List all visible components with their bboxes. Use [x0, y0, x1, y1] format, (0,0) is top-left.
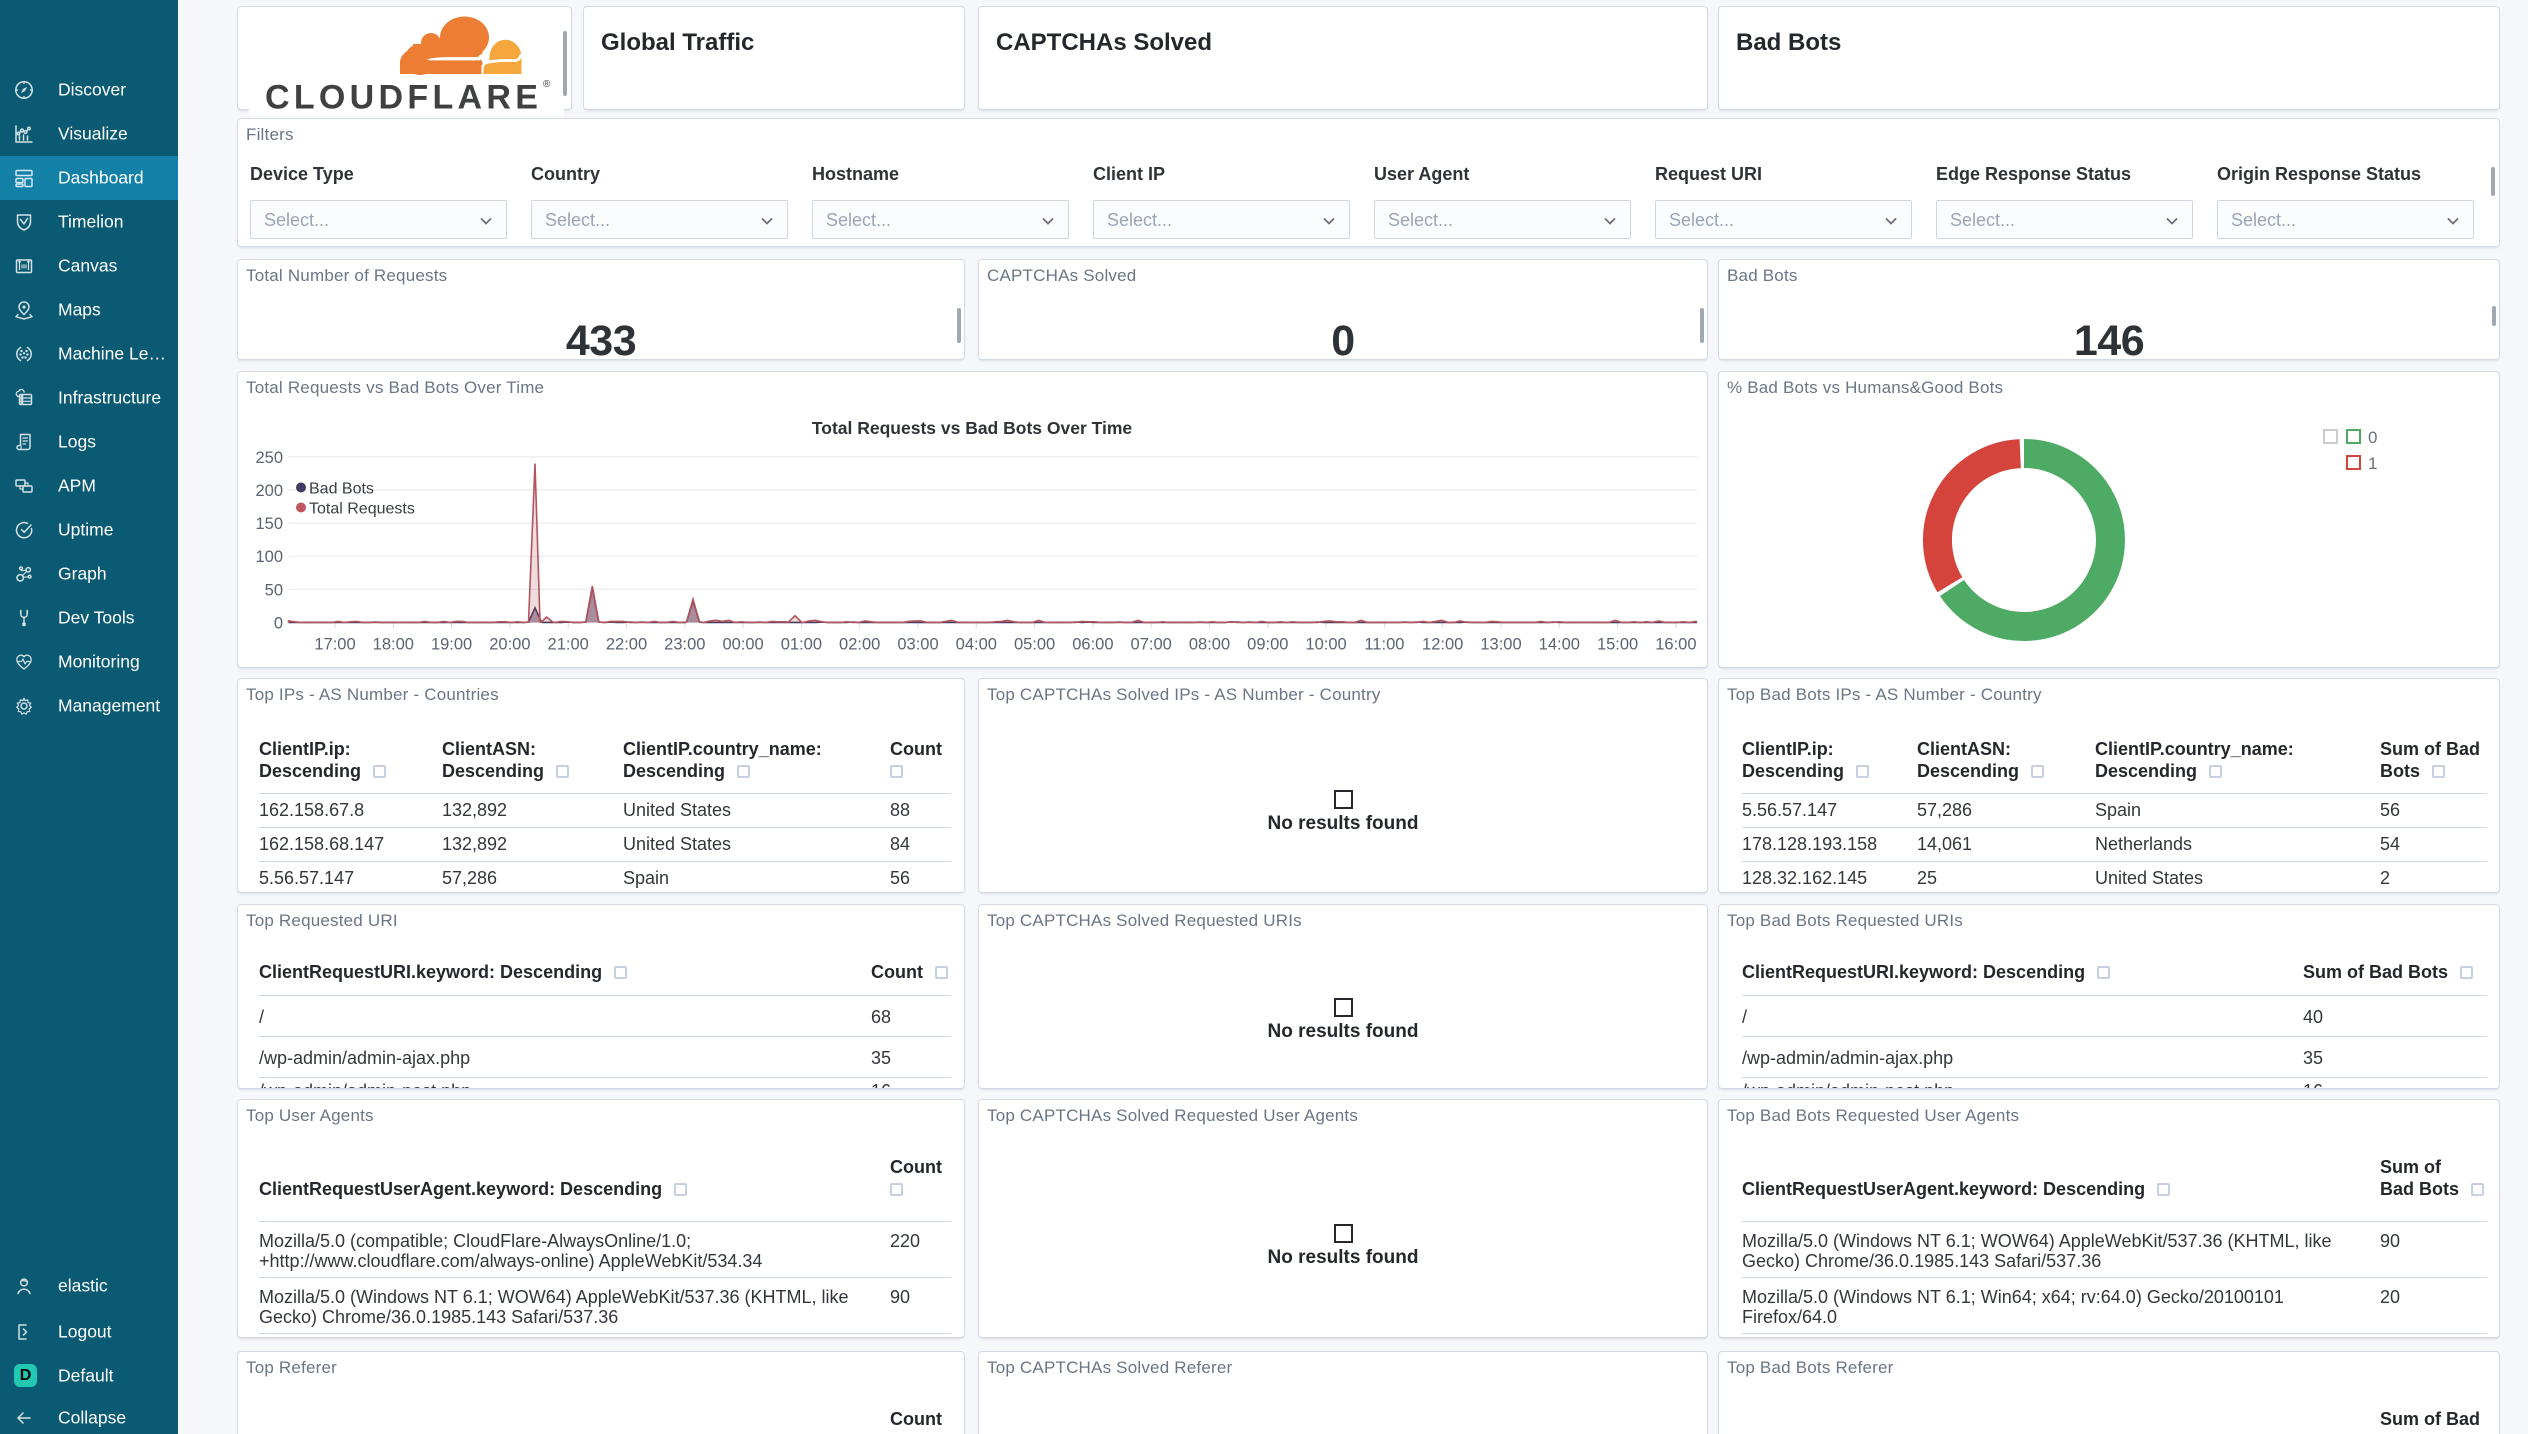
svg-text:CLOUDFLARE: CLOUDFLARE	[265, 79, 542, 117]
svg-text:®: ®	[543, 79, 551, 90]
